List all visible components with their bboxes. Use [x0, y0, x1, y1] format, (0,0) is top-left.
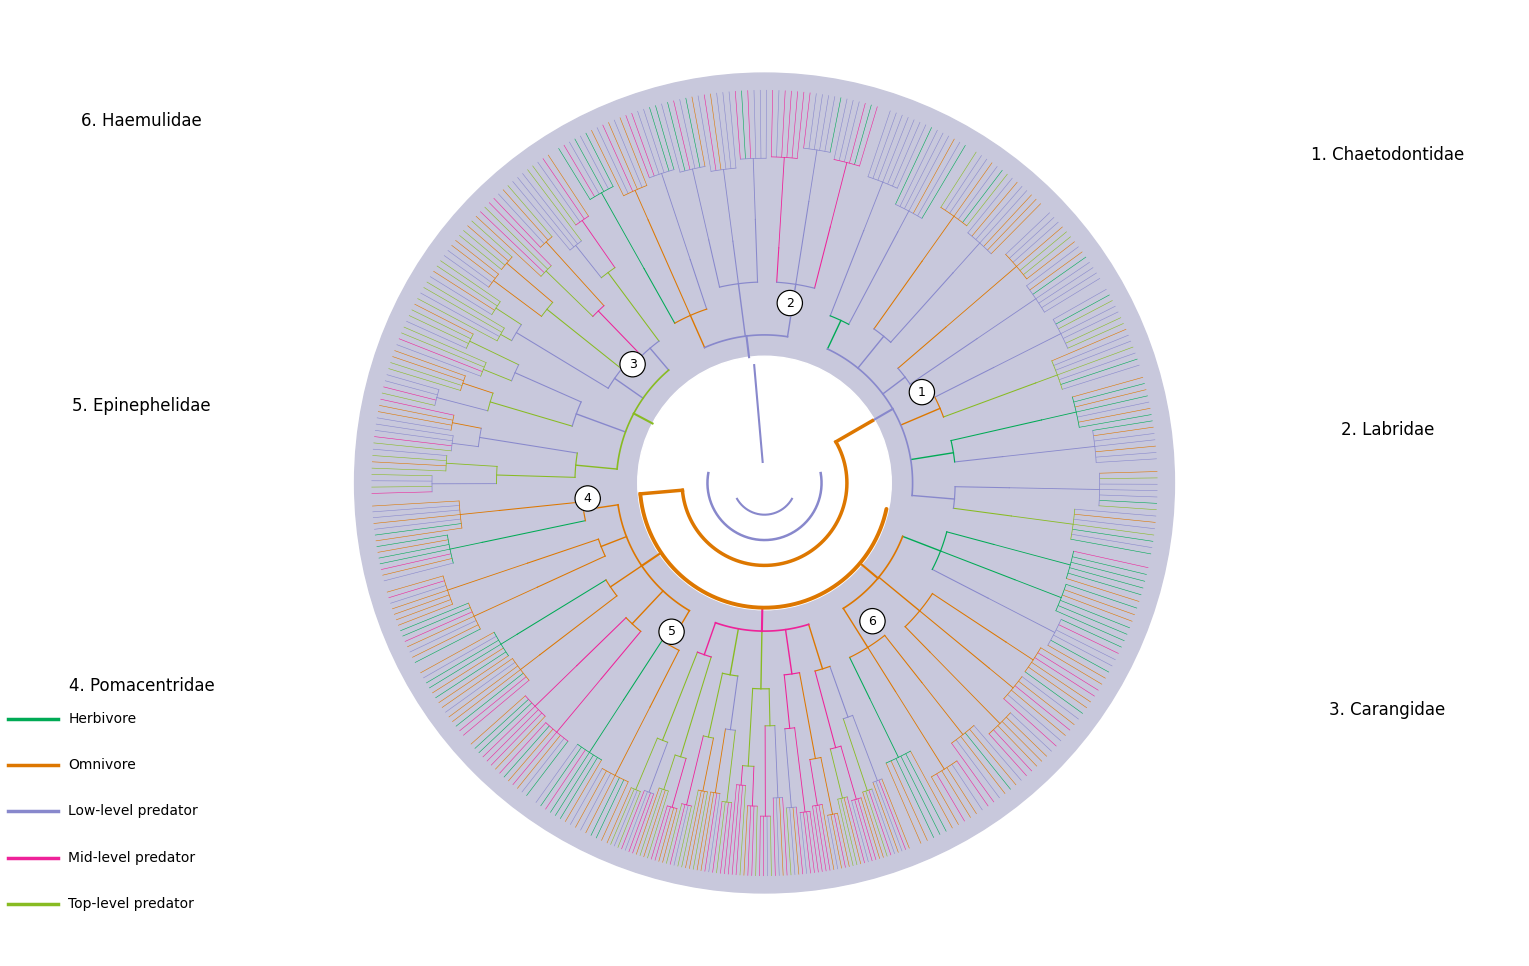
Text: 2. Labridae: 2. Labridae — [1341, 421, 1434, 439]
Text: Herbivore: Herbivore — [69, 712, 136, 725]
Text: 4: 4 — [584, 492, 592, 505]
Circle shape — [910, 380, 934, 405]
Text: Mid-level predator: Mid-level predator — [69, 851, 196, 865]
Circle shape — [355, 73, 1174, 893]
Text: 2: 2 — [786, 297, 794, 309]
Circle shape — [777, 291, 803, 316]
Circle shape — [859, 609, 885, 634]
Circle shape — [659, 619, 685, 644]
Text: Omnivore: Omnivore — [69, 758, 136, 772]
Text: 6. Haemulidae: 6. Haemulidae — [81, 112, 202, 129]
Circle shape — [619, 352, 645, 377]
Text: 1: 1 — [917, 385, 927, 399]
Circle shape — [638, 356, 891, 610]
Circle shape — [575, 486, 601, 511]
Text: 3. Carangidae: 3. Carangidae — [1329, 701, 1446, 719]
Text: 6: 6 — [868, 614, 876, 628]
Text: Low-level predator: Low-level predator — [69, 805, 197, 818]
Text: Top-level predator: Top-level predator — [69, 897, 194, 911]
Text: 4. Pomacentridae: 4. Pomacentridae — [69, 677, 214, 695]
Text: 5. Epinephelidae: 5. Epinephelidae — [72, 397, 211, 414]
Text: 1. Chaetodontidae: 1. Chaetodontidae — [1310, 146, 1465, 163]
Text: 3: 3 — [628, 357, 636, 371]
Text: 5: 5 — [668, 625, 676, 639]
